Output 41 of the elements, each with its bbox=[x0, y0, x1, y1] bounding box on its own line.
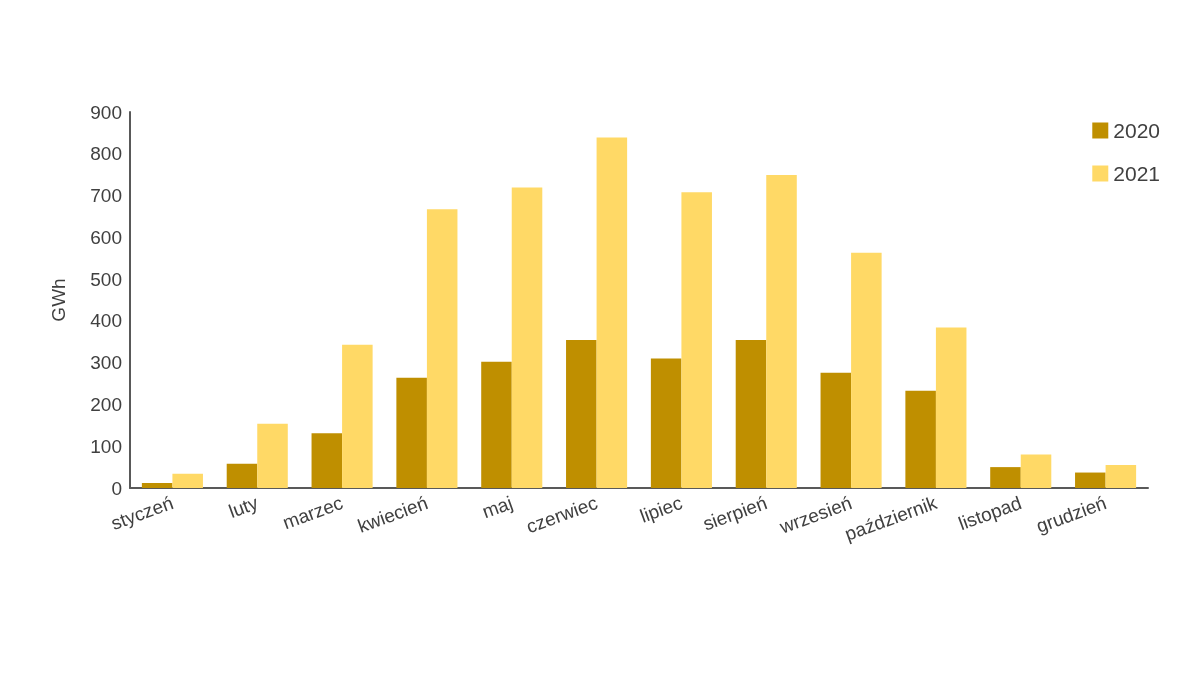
bar bbox=[172, 473, 203, 488]
y-tick-label: 0 bbox=[111, 477, 122, 499]
y-tick-label: 300 bbox=[90, 352, 122, 374]
y-tick-label: 500 bbox=[90, 268, 122, 290]
bar bbox=[650, 358, 682, 488]
bar bbox=[426, 209, 458, 488]
bar bbox=[1020, 454, 1052, 488]
bar bbox=[905, 390, 936, 488]
y-tick-label: 700 bbox=[90, 185, 122, 207]
bar bbox=[511, 187, 543, 488]
y-axis-title: GWh bbox=[48, 278, 69, 322]
bar bbox=[1075, 472, 1106, 488]
x-tick-label: lipiec bbox=[637, 492, 686, 527]
y-tick-label: 600 bbox=[90, 226, 122, 248]
y-tick-label: 200 bbox=[90, 393, 122, 415]
legend-label: 2021 bbox=[1113, 162, 1160, 185]
bar bbox=[396, 377, 427, 488]
y-tick-label: 400 bbox=[90, 310, 122, 332]
bar bbox=[311, 433, 343, 488]
bar bbox=[596, 137, 628, 488]
bar bbox=[141, 482, 173, 488]
x-tick-label: marzec bbox=[279, 492, 346, 534]
x-tick-label: luty bbox=[225, 491, 262, 522]
bar bbox=[820, 372, 852, 488]
bar bbox=[681, 192, 712, 488]
bar bbox=[257, 423, 288, 488]
bar bbox=[1105, 465, 1137, 488]
x-tick-label: maj bbox=[479, 492, 516, 523]
bar bbox=[851, 252, 882, 488]
legend-label: 2020 bbox=[1113, 119, 1160, 142]
bar bbox=[226, 463, 258, 488]
y-tick-label: 800 bbox=[90, 143, 122, 165]
y-tick-label: 100 bbox=[90, 435, 122, 457]
bar bbox=[766, 175, 797, 488]
y-tick-label: 900 bbox=[90, 101, 122, 123]
bar bbox=[342, 344, 373, 488]
bar bbox=[735, 340, 767, 488]
bar bbox=[566, 340, 597, 488]
bar bbox=[935, 327, 967, 488]
bar bbox=[481, 361, 512, 488]
bar bbox=[990, 467, 1021, 488]
